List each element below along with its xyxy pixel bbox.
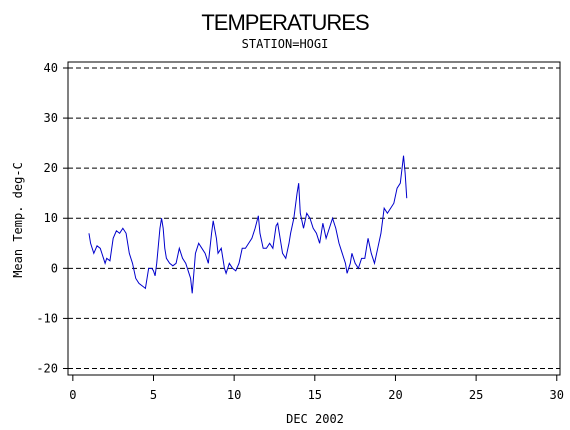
x-tick-label: 5	[150, 388, 157, 402]
x-axis-label: DEC 2002	[286, 412, 344, 426]
x-tick-label: 0	[69, 388, 76, 402]
y-tick-label: 10	[44, 211, 58, 225]
y-tick-label: 30	[44, 111, 58, 125]
y-axis-label: Mean Temp. deg-C	[11, 162, 25, 278]
data-line	[88, 155, 408, 294]
y-tick-label: 40	[44, 61, 58, 75]
y-tick-label: 20	[44, 161, 58, 175]
y-tick-label: 0	[51, 261, 58, 275]
x-tick-label: 20	[388, 388, 402, 402]
y-tick-label: -20	[36, 361, 58, 375]
x-tick-label: 30	[550, 388, 564, 402]
x-tick-label: 25	[469, 388, 483, 402]
x-tick-label: 10	[227, 388, 241, 402]
y-tick-label: -10	[36, 311, 58, 325]
chart-subtitle: STATION=HOGI	[242, 37, 329, 51]
chart-title: TEMPERATURES	[201, 10, 369, 35]
x-tick-label: 15	[308, 388, 322, 402]
